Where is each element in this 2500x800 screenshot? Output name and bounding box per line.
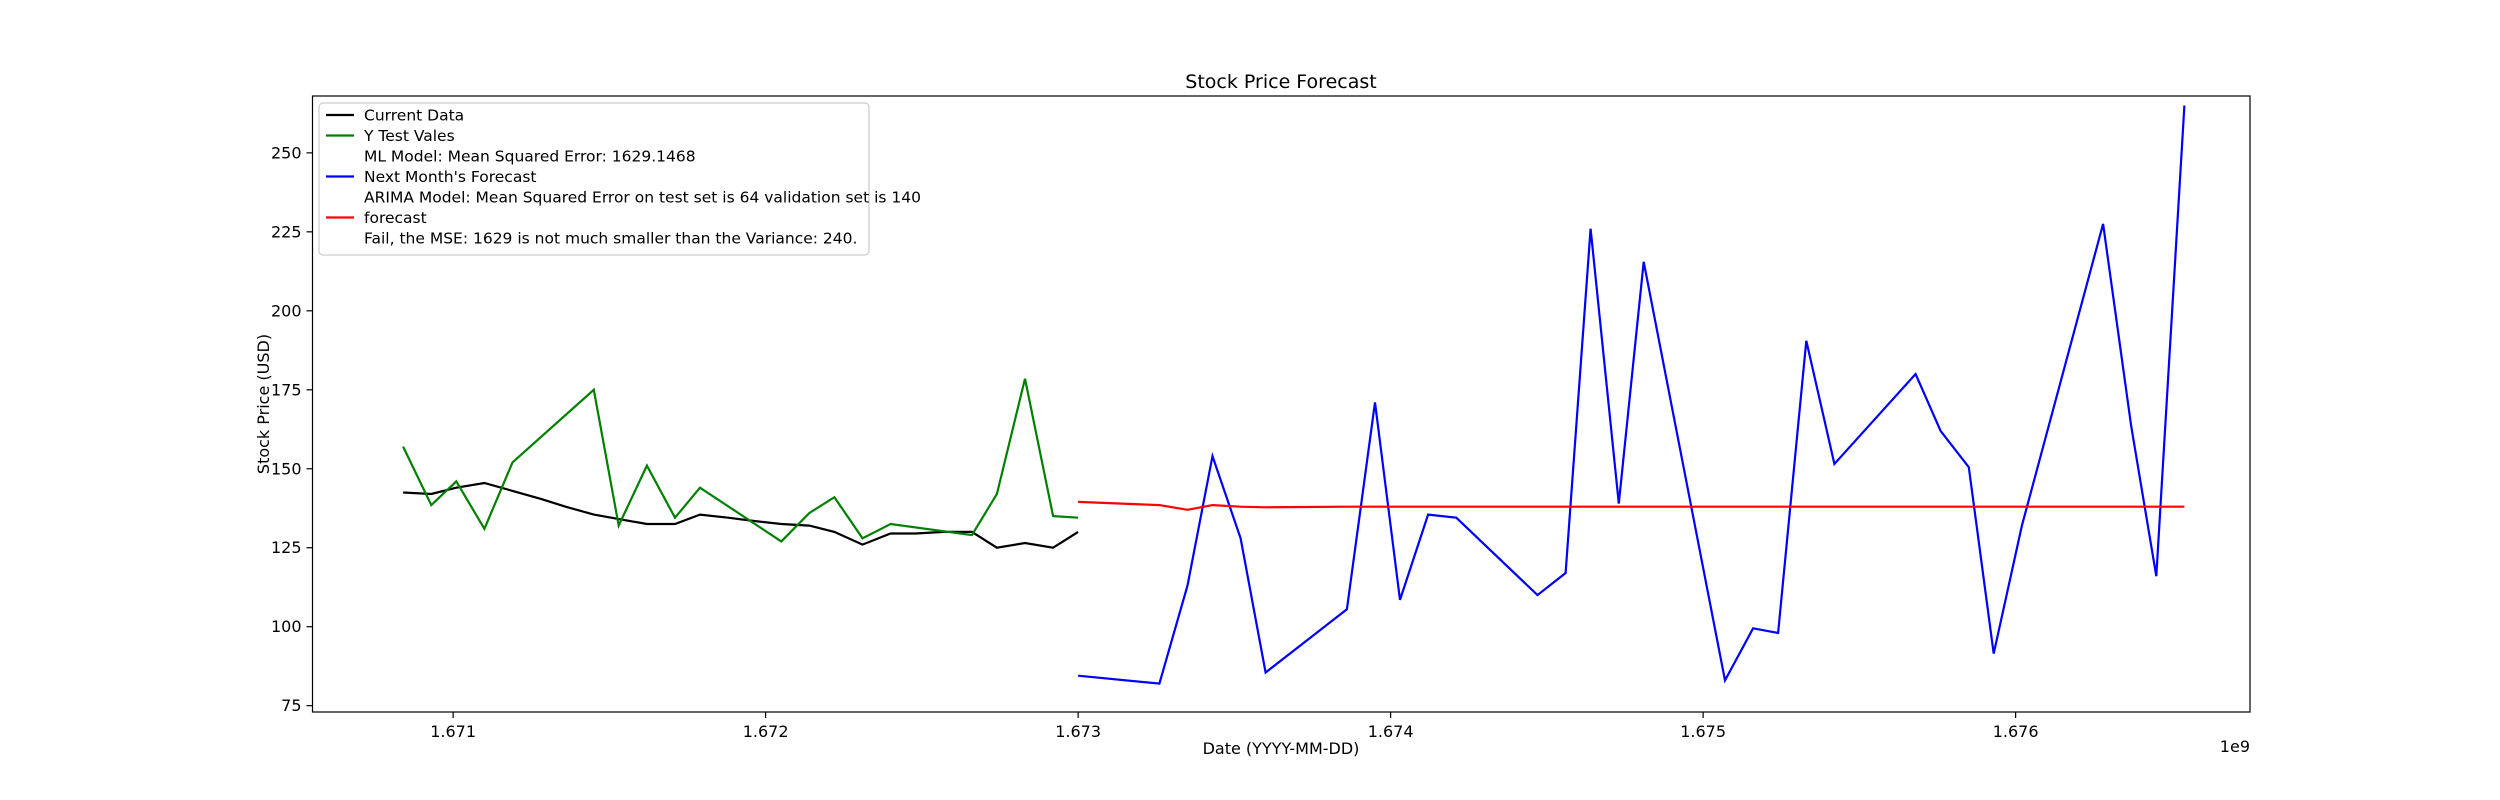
- y-tick-label: 100: [271, 617, 302, 636]
- x-axis-label: Date (YYYY-MM-DD): [1203, 739, 1360, 758]
- y-tick-label: 175: [271, 380, 302, 399]
- series-line-1: [402, 378, 1079, 543]
- y-tick-label: 225: [271, 222, 302, 241]
- x-tick-label: 1.675: [1680, 722, 1726, 741]
- x-tick-label: 1.671: [430, 722, 476, 741]
- legend-label: Current Data: [364, 107, 464, 125]
- legend-label: Fail, the MSE: 1629 is not much smaller …: [364, 230, 857, 248]
- legend-label: Next Month's Forecast: [364, 168, 536, 186]
- x-tick-label: 1.672: [743, 722, 789, 741]
- series-line-0: [403, 481, 1079, 549]
- y-tick-label: 150: [271, 459, 302, 478]
- y-tick-label: 200: [271, 301, 302, 320]
- legend-box: [318, 102, 870, 256]
- y-tick-label: 75: [281, 696, 301, 715]
- legend-label: forecast: [364, 209, 427, 227]
- plot-frame: [311, 95, 2251, 713]
- y-tick-label: 125: [271, 538, 302, 557]
- legend-label: Y Test Vales: [363, 127, 455, 145]
- chart-title: Stock Price Forecast: [1185, 71, 1376, 93]
- x-axis-offset-label: 1e9: [2220, 737, 2250, 756]
- legend-label: ML Model: Mean Squared Error: 1629.1468: [364, 148, 696, 166]
- y-tick-label: 250: [271, 143, 302, 162]
- x-tick-label: 1.676: [1993, 722, 2039, 741]
- series-line-3: [1078, 500, 2185, 511]
- legend-label: ARIMA Model: Mean Squared Error on test …: [364, 189, 921, 207]
- series-line-2: [1077, 105, 2186, 685]
- x-tick-label: 1.674: [1368, 722, 1414, 741]
- x-tick-label: 1.673: [1055, 722, 1101, 741]
- y-axis-label: Stock Price (USD): [254, 334, 273, 474]
